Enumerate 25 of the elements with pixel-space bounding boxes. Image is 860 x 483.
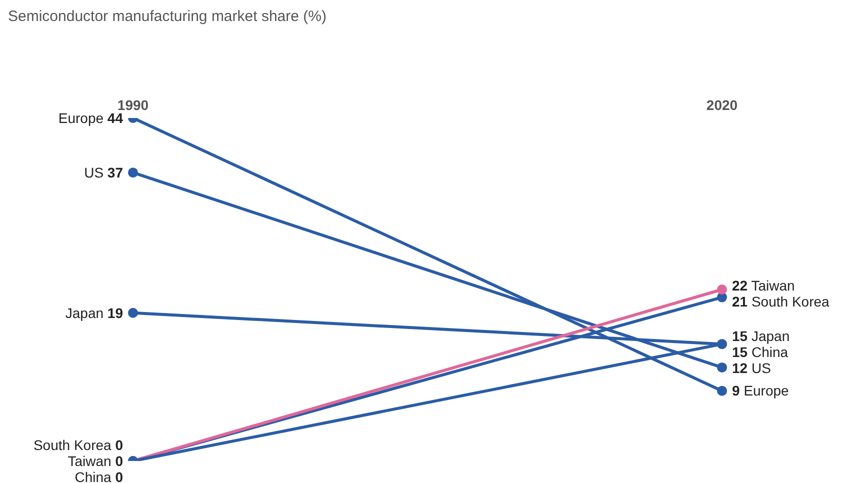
- text: Japan: [65, 304, 104, 321]
- data-label: 0: [115, 468, 124, 483]
- series-label: China: [74, 468, 112, 483]
- data-label: 37: [107, 164, 124, 180]
- series-label: US: [751, 360, 771, 376]
- text: Taiwan: [751, 277, 795, 294]
- chart-title: Semiconductor manufacturing market share (%): [8, 8, 328, 27]
- data-label: 15: [732, 328, 748, 344]
- data-label: 22: [732, 277, 748, 294]
- data-label: 15: [732, 344, 748, 360]
- data-label: 21: [732, 293, 748, 310]
- text: US: [84, 164, 104, 180]
- series-label: Europe: [744, 382, 789, 399]
- series-label: South Korea: [33, 436, 112, 453]
- data-label: 12: [732, 360, 748, 376]
- text: South Korea: [751, 293, 830, 310]
- series-label: Taiwan: [68, 452, 112, 469]
- text: Europe: [58, 110, 104, 126]
- data-label: 0: [115, 436, 124, 453]
- data-label: 0: [115, 452, 124, 469]
- text: China: [751, 344, 788, 360]
- data-label: 19: [107, 304, 124, 321]
- x-tick-label: 2020: [706, 97, 738, 113]
- data-label: 9: [732, 382, 740, 399]
- series-label: Japan: [751, 328, 790, 344]
